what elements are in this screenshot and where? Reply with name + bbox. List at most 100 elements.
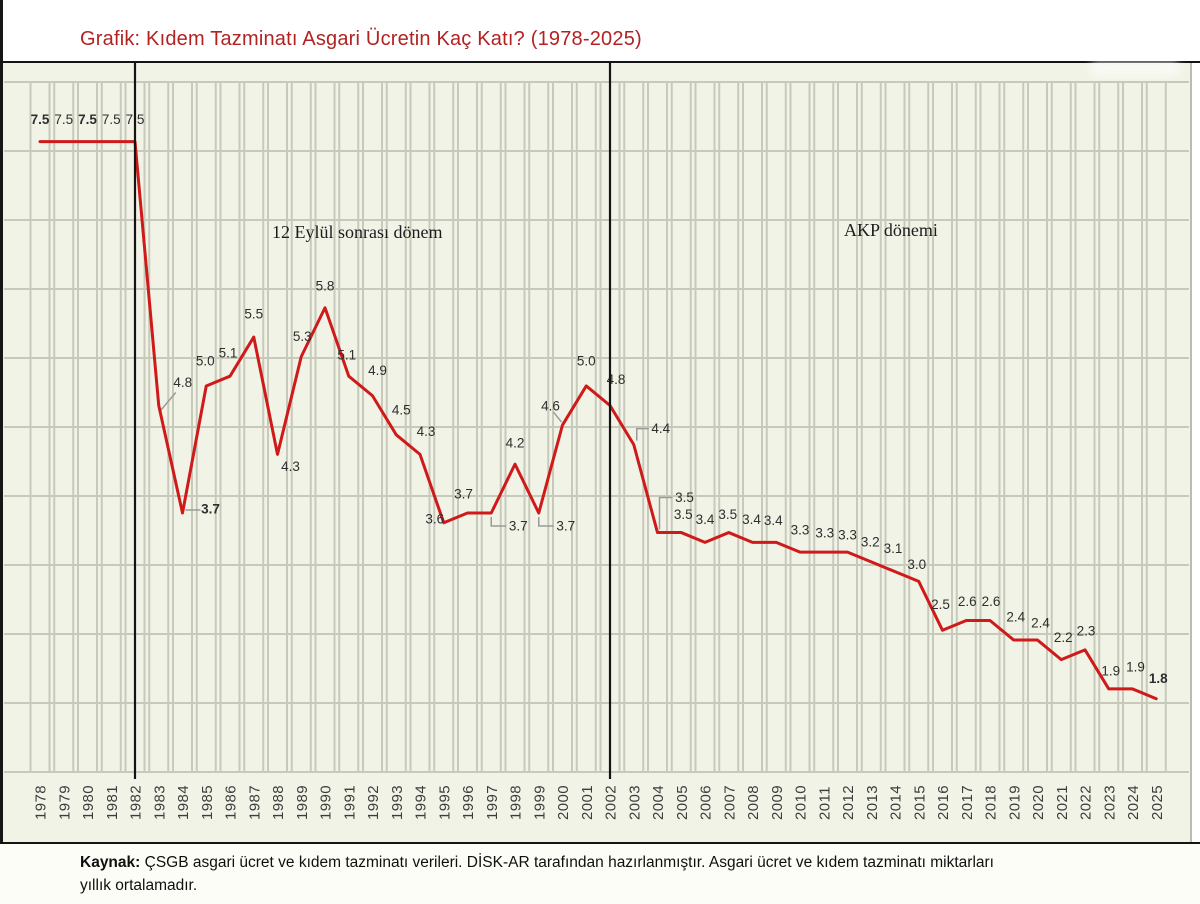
year-label-2009: 2009 [769, 785, 786, 820]
year-label-2006: 2006 [698, 785, 715, 820]
label-leader-1999 [538, 517, 554, 527]
label-leader-2000 [552, 411, 563, 423]
series-line [38, 140, 1158, 701]
data-label-2001: 5.0 [577, 353, 596, 368]
year-label-2018: 2018 [983, 785, 1000, 820]
data-label-1980: 7.5 [78, 112, 97, 127]
data-label-2020: 2.4 [1031, 616, 1050, 631]
year-label-1997: 1997 [484, 785, 501, 820]
data-label-2016: 2.5 [931, 597, 950, 612]
data-label-1990: 5.8 [316, 278, 335, 293]
data-label-1998: 4.2 [506, 436, 525, 451]
highlight-artifact [1090, 60, 1180, 76]
year-label-1991: 1991 [341, 785, 358, 820]
data-label-1986: 5.1 [219, 346, 238, 361]
data-label-2003: 4.4 [651, 421, 670, 436]
data-label-2024: 1.9 [1126, 659, 1145, 674]
left-border [0, 0, 3, 904]
data-label-2021: 2.2 [1054, 630, 1073, 645]
period-annotation-akp: AKP dönemi [844, 220, 938, 240]
footer: Kaynak: ÇSGB asgari ücret ve kıdem tazmi… [0, 844, 1200, 904]
footer-divider [0, 842, 1200, 844]
data-label-1987: 5.5 [244, 307, 263, 322]
data-label-2014: 3.1 [884, 541, 903, 556]
year-label-1980: 1980 [80, 785, 97, 820]
data-label-2023: 1.9 [1101, 663, 1120, 678]
year-label-2003: 2003 [626, 785, 643, 820]
year-label-1981: 1981 [104, 785, 121, 820]
data-label-1996: 3.7 [454, 487, 473, 502]
data-label-1997: 3.7 [509, 519, 528, 534]
source-note: Kaynak: ÇSGB asgari ücret ve kıdem tazmi… [80, 851, 1165, 898]
data-label-1991: 5.1 [337, 348, 356, 363]
data-label-1999: 3.7 [556, 519, 575, 534]
year-label-2022: 2022 [1078, 785, 1095, 820]
year-label-1989: 1989 [294, 785, 311, 820]
data-label-2008: 3.4 [742, 512, 761, 527]
data-label-2011: 3.3 [815, 526, 834, 541]
year-label-1987: 1987 [246, 785, 263, 820]
year-label-1996: 1996 [460, 785, 477, 820]
year-label-2004: 2004 [650, 785, 667, 820]
page-title: Grafik: Kıdem Tazminatı Asgari Ücretin K… [80, 28, 642, 50]
year-label-1993: 1993 [389, 785, 406, 820]
data-label-2004: 3.5 [675, 490, 694, 505]
data-label-2006: 3.4 [696, 512, 715, 527]
data-label-2012: 3.3 [838, 528, 857, 543]
period-annotation-12-eylul: 12 Eylül sonrası dönem [272, 222, 443, 242]
data-label-1978: 7.5 [31, 112, 50, 127]
year-label-2017: 2017 [959, 785, 976, 820]
data-label-2002: 4.8 [607, 372, 626, 387]
data-label-2017: 2.6 [958, 594, 977, 609]
year-label-1998: 1998 [508, 785, 525, 820]
data-label-1981: 7.5 [102, 112, 121, 127]
data-label-2019: 2.4 [1006, 610, 1025, 625]
data-label-2013: 3.2 [861, 534, 880, 549]
year-label-2021: 2021 [1054, 785, 1071, 820]
data-label-2015: 3.0 [907, 557, 926, 572]
data-label-1983: 4.8 [173, 375, 192, 390]
data-label-1984: 3.7 [201, 502, 220, 517]
year-label-2012: 2012 [840, 785, 857, 820]
header-divider [0, 61, 1200, 63]
data-label-2005: 3.5 [674, 507, 693, 522]
year-label-2000: 2000 [555, 785, 572, 820]
year-label-2024: 2024 [1125, 785, 1142, 820]
data-label-2009: 3.4 [764, 513, 783, 528]
year-label-2019: 2019 [1006, 785, 1023, 820]
year-label-1985: 1985 [199, 785, 216, 820]
year-label-2005: 2005 [674, 785, 691, 820]
year-label-1984: 1984 [175, 785, 192, 820]
year-label-2023: 2023 [1101, 785, 1118, 820]
year-label-1995: 1995 [436, 785, 453, 820]
year-label-1992: 1992 [365, 785, 382, 820]
year-label-2016: 2016 [935, 785, 952, 820]
data-label-1993: 4.5 [392, 402, 411, 417]
data-label-2018: 2.6 [982, 594, 1001, 609]
label-leader-2003 [636, 427, 649, 441]
year-label-2011: 2011 [816, 786, 833, 820]
data-label-1988: 4.3 [281, 459, 300, 474]
plot-area [3, 63, 1192, 842]
year-label-2020: 2020 [1030, 785, 1047, 820]
source-text-line2: yıllık ortalamadır. [80, 877, 198, 895]
year-label-2002: 2002 [603, 785, 620, 820]
year-label-2014: 2014 [888, 785, 905, 820]
data-label-2022: 2.3 [1077, 623, 1096, 638]
year-label-2001: 2001 [579, 785, 596, 820]
year-label-2007: 2007 [721, 785, 738, 820]
data-label-2010: 3.3 [791, 523, 810, 538]
data-label-1995: 3.6 [425, 511, 444, 526]
year-label-1986: 1986 [223, 785, 240, 820]
year-label-1979: 1979 [56, 785, 73, 820]
label-leader-1997 [490, 517, 507, 527]
year-label-1988: 1988 [270, 785, 287, 820]
year-label-1983: 1983 [151, 785, 168, 820]
data-label-1992: 4.9 [368, 363, 387, 378]
year-label-2025: 2025 [1149, 785, 1166, 820]
source-text-line1: ÇSGB asgari ücret ve kıdem tazminatı ver… [140, 854, 994, 871]
year-label-1982: 1982 [128, 785, 145, 820]
year-label-2010: 2010 [793, 785, 810, 820]
